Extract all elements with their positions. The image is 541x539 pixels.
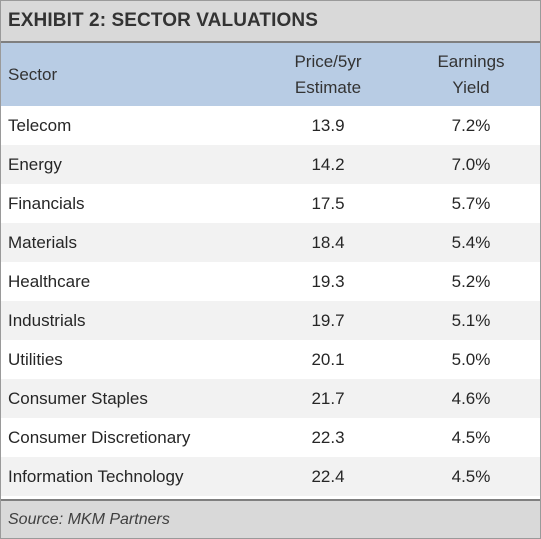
earnings-yield-cell: 4.6% <box>451 388 491 408</box>
price-estimate-column-header: Price/5yr Estimate <box>254 43 402 106</box>
sector-cell: Financials <box>8 193 85 213</box>
price-estimate-cell: 19.3 <box>311 271 345 291</box>
table-row: Energy 14.2 7.0% <box>1 145 540 184</box>
exhibit-title: EXHIBIT 2: SECTOR VALUATIONS <box>1 1 540 43</box>
price-estimate-cell: 13.9 <box>311 115 345 135</box>
sector-column-header: Sector <box>8 64 58 84</box>
sector-cell: Information Technology <box>8 466 184 486</box>
earnings-yield-cell: 5.4% <box>451 232 491 252</box>
yield-header-line1: Earnings <box>437 51 505 71</box>
sector-cell: Consumer Staples <box>8 388 148 408</box>
price-estimate-cell: 19.7 <box>311 310 345 330</box>
price-estimate-cell: 17.5 <box>311 193 345 213</box>
table-row: Consumer Discretionary 22.3 4.5% <box>1 418 540 457</box>
table-row: Consumer Staples 21.7 4.6% <box>1 379 540 418</box>
price-estimate-cell: 22.3 <box>311 427 345 447</box>
earnings-yield-cell: 5.1% <box>451 310 491 330</box>
table-body: Telecom 13.9 7.2% Energy 14.2 7.0% Financials 1… <box>1 106 540 496</box>
price-header-line1: Price/5yr <box>294 51 362 71</box>
price-estimate-cell: 21.7 <box>311 388 345 408</box>
sector-cell: Telecom <box>8 115 72 135</box>
earnings-yield-cell: 5.7% <box>451 193 491 213</box>
header-row: Sector Price/5yr Estimate Earnings Yield <box>1 43 540 106</box>
sector-cell: Healthcare <box>8 271 91 291</box>
table-header: Sector Price/5yr Estimate Earnings Yield <box>1 43 540 106</box>
price-estimate-cell: 14.2 <box>311 154 345 174</box>
earnings-yield-cell: 4.5% <box>451 466 491 486</box>
table-row: Healthcare 19.3 5.2% <box>1 262 540 301</box>
price-estimate-cell: 20.1 <box>311 349 345 369</box>
sector-valuations-table: Sector Price/5yr Estimate Earnings Yield… <box>1 43 540 496</box>
earnings-yield-cell: 4.5% <box>451 427 491 447</box>
table-row: Financials 17.5 5.7% <box>1 184 540 223</box>
sector-cell: Materials <box>8 232 77 252</box>
source-note: Source: MKM Partners <box>1 499 540 538</box>
sector-cell: Consumer Discretionary <box>8 427 191 447</box>
table-row: Information Technology 22.4 4.5% <box>1 457 540 496</box>
sector-cell: Energy <box>8 154 62 174</box>
table-row: Materials 18.4 5.4% <box>1 223 540 262</box>
sector-cell: Utilities <box>8 349 63 369</box>
earnings-yield-column-header: Earnings Yield <box>402 43 540 106</box>
earnings-yield-cell: 7.0% <box>451 154 491 174</box>
table-row: Telecom 13.9 7.2% <box>1 106 540 145</box>
sector-cell: Industrials <box>8 310 86 330</box>
earnings-yield-cell: 5.2% <box>451 271 491 291</box>
table-row: Industrials 19.7 5.1% <box>1 301 540 340</box>
price-estimate-cell: 22.4 <box>311 466 345 486</box>
earnings-yield-cell: 5.0% <box>451 349 491 369</box>
price-estimate-cell: 18.4 <box>311 232 345 252</box>
price-header-line2: Estimate <box>294 77 362 97</box>
yield-header-line2: Yield <box>452 77 490 97</box>
earnings-yield-cell: 7.2% <box>451 115 491 135</box>
table-row: Utilities 20.1 5.0% <box>1 340 540 379</box>
